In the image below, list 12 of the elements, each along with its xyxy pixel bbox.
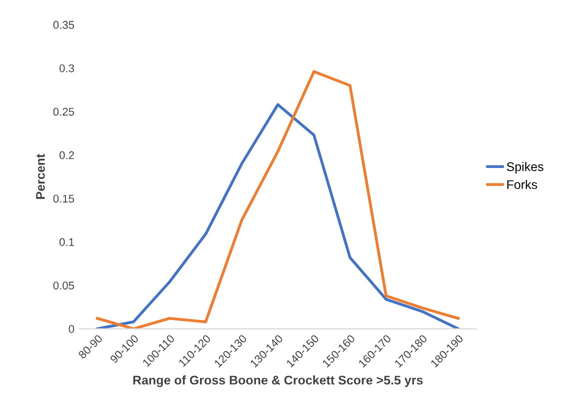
y-tick-label: 0.05 [53, 282, 74, 290]
x-axis-title: Range of Gross Boone & Crockett Score >5.5 yrs [133, 375, 423, 388]
y-tick-label: 0.35 [53, 20, 74, 29]
legend-label: Forks [507, 180, 538, 190]
y-axis-title: Percent [36, 154, 45, 199]
y-tick-label: 0.1 [60, 238, 74, 246]
y-tick-label: 0.3 [60, 64, 74, 72]
y-tick-label: 0 [68, 325, 74, 333]
y-tick-label: 0.25 [53, 108, 74, 116]
y-tick-label: 0.2 [60, 151, 74, 160]
legend-label: Spikes [506, 162, 544, 174]
y-tick-label: 0.15 [53, 194, 74, 203]
